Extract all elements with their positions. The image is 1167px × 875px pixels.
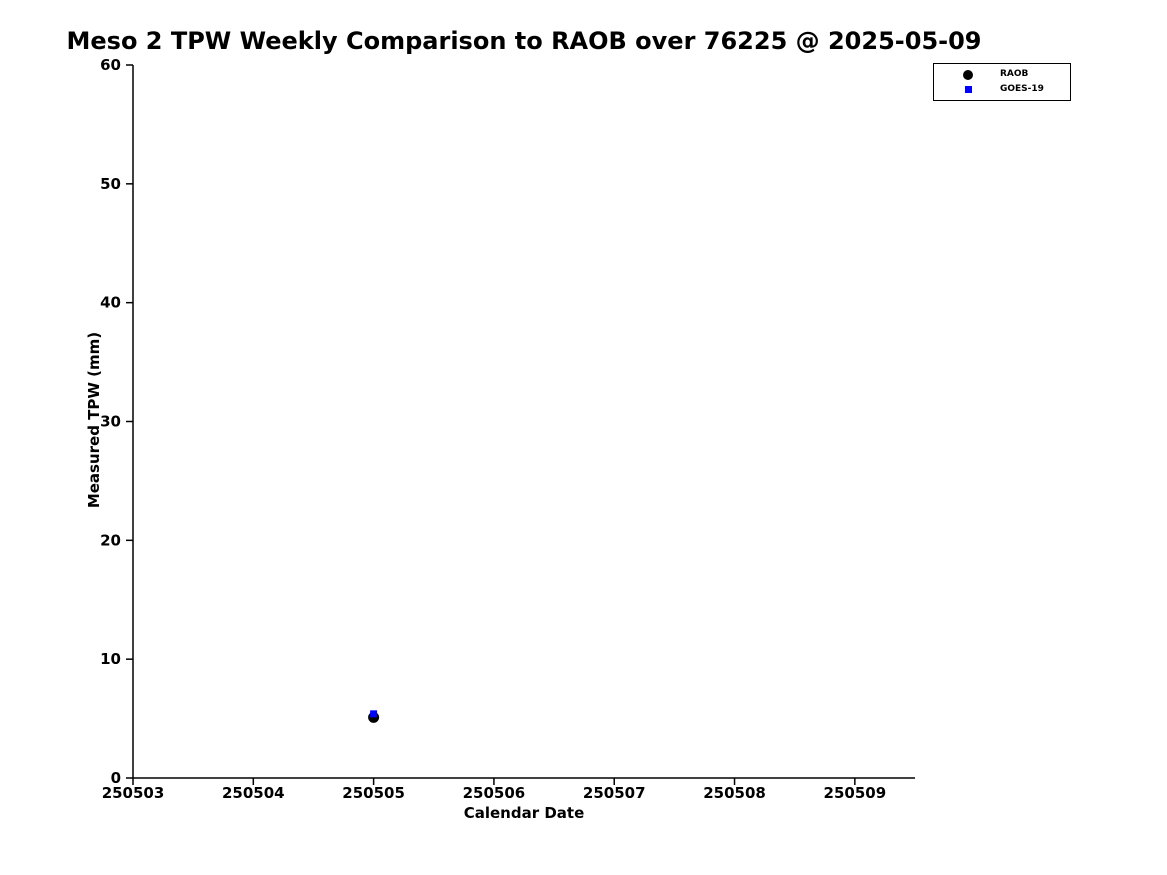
x-tick-label: 250509 [824,784,887,802]
y-tick-label: 0 [111,769,121,787]
x-tick-label: 250503 [102,784,165,802]
y-tick-label: 60 [100,56,121,74]
raob-circle-marker-icon [963,69,973,80]
y-tick-label: 50 [100,175,121,193]
y-tick-label: 40 [100,294,121,312]
legend-item-goes19: GOES-19 [936,83,1068,96]
legend-label-raob: RAOB [1000,69,1029,79]
x-tick-label: 250504 [222,784,285,802]
y-tick-label: 10 [100,650,121,668]
legend-item-raob: RAOB [936,68,1068,81]
y-tick-label: 30 [100,413,121,431]
x-axis-label: Calendar Date [463,804,585,822]
legend-label-goes19: GOES-19 [1000,84,1044,94]
x-tick-label: 250508 [703,784,766,802]
x-tick-label: 250507 [583,784,646,802]
y-tick-label: 20 [100,531,121,549]
x-tick-label: 250505 [342,784,405,802]
chart-title: Meso 2 TPW Weekly Comparison to RAOB ove… [66,27,982,55]
legend-marker-cell [936,69,1000,80]
x-tick-label: 250506 [463,784,526,802]
legend: RAOB GOES-19 [933,63,1071,101]
goes19-data-point [370,710,378,718]
legend-marker-cell [936,86,1000,93]
goes19-square-marker-icon [964,86,972,93]
